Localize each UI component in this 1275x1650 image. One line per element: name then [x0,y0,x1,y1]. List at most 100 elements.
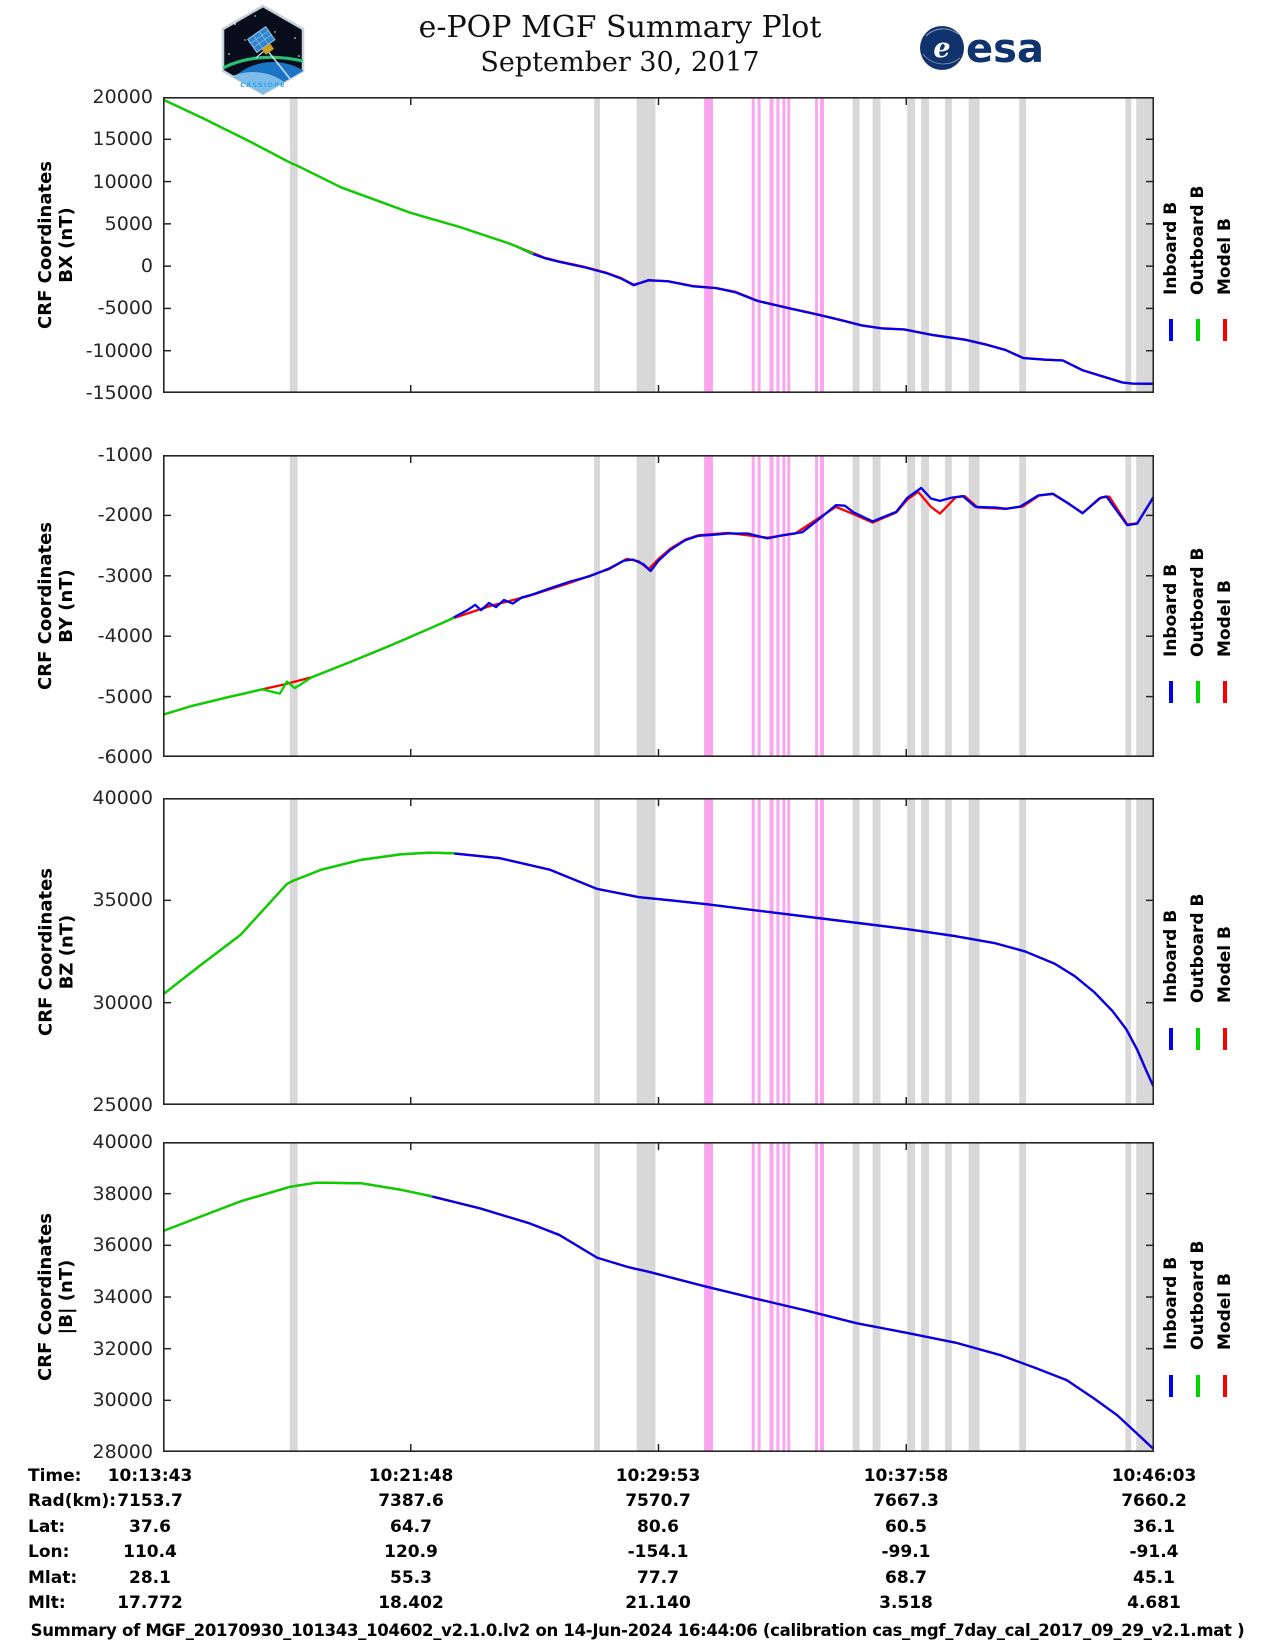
event-band-magenta [815,798,819,1105]
panel-by [163,455,1154,757]
legend-label-inboard: Inboard B [1161,201,1181,295]
y-tick-label-bmag: 40000 [92,1131,153,1153]
patch-aurora [223,55,303,70]
event-band-gray [636,798,656,1105]
axes-box-bz [163,798,1154,1105]
table-cell: 7153.7 [117,1491,183,1512]
y-tick-label-bx: -5000 [97,297,153,320]
event-band-gray [289,97,298,393]
esa-logo: e esa [918,22,1044,74]
legend-item-outboard: Outboard B [1188,859,1208,1050]
table-cell: 80.6 [637,1516,679,1537]
event-band-gray [944,97,952,393]
table-cell: 10:29:53 [615,1466,701,1486]
event-band-magenta [704,455,713,757]
table-cell: 37.6 [129,1516,171,1537]
y-axis-label-bx: CRF Coordinates BX (nT) [35,161,77,329]
legend-item-model: Model B [1215,1204,1235,1397]
event-band-magenta [757,1142,761,1452]
event-band-gray [1125,455,1132,757]
y-tick-label-by: -3000 [97,564,153,587]
legend-item-inboard: Inboard B [1161,859,1181,1050]
axis-ticks-bx [163,97,1154,393]
y-tick-label-bx: 15000 [92,128,153,151]
table-cell: 120.9 [384,1542,438,1563]
y-tick-label-bmag: 28000 [92,1441,153,1463]
table-row-label-mlt: Mlt: [28,1593,66,1613]
legend-bx: Inboard B Outboard B Model B [1161,156,1235,341]
legend-item-inboard: Inboard B [1161,1204,1181,1397]
event-band-magenta [776,455,780,757]
y-tick-label-bx: -10000 [85,339,153,362]
table-cell: 55.3 [390,1567,432,1588]
legend-by: Inboard B Outboard B Model B [1161,515,1235,703]
table-cell: 77.7 [637,1567,679,1588]
panel-bz [163,798,1154,1105]
event-band-magenta [787,1142,791,1452]
legend-marker-inboard [1169,1028,1173,1050]
legend-bmag: Inboard B Outboard B Model B [1161,1204,1235,1397]
table-cell: 28.1 [129,1567,171,1588]
event-band-gray [1136,798,1153,1105]
axes-box-bx [163,97,1154,393]
event-band-magenta [787,455,791,757]
event-band-gray [944,1142,952,1452]
legend-marker-outboard [1196,1375,1200,1397]
y-axis-label-bmag: CRF Coordinates |B| (nT) [35,1213,77,1381]
event-band-magenta [704,798,713,1105]
event-band-magenta [704,97,713,393]
figure-date: September 30, 2017 [480,47,760,78]
event-band-gray [1125,1142,1132,1452]
event-band-magenta [820,97,824,393]
event-band-magenta [776,798,780,1105]
y-tick-label-bx: 0 [140,255,153,278]
y-tick-label-by: -1000 [97,444,153,466]
event-band-gray [872,1142,881,1452]
table-cell: 10:46:03 [1111,1466,1197,1486]
series-outboard-bmag [163,1181,433,1233]
event-band-magenta [757,455,761,757]
event-band-gray [1125,798,1132,1105]
legend-marker-outboard [1196,681,1200,703]
event-band-gray [944,798,952,1105]
table-row-label-radkm: Rad(km): [28,1491,117,1512]
event-band-magenta [820,455,824,757]
event-band-gray [872,97,881,393]
legend-label-outboard: Outboard B [1188,185,1208,295]
table-cell: 17.772 [117,1593,183,1613]
legend-label-model: Model B [1215,1273,1235,1350]
event-band-magenta [776,97,780,393]
legend-label-model: Model B [1215,218,1235,295]
event-band-gray [907,798,916,1105]
legend-marker-model [1223,1028,1227,1050]
y-tick-label-bz: 40000 [92,787,153,809]
svg-text:e: e [933,33,950,64]
event-band-gray [289,455,298,757]
event-band-gray [968,455,980,757]
esa-globe-icon [920,26,964,70]
figure-title: e-POP MGF Summary Plot [418,10,822,45]
table-cell: 7660.2 [1121,1491,1187,1512]
table-cell: 7667.3 [873,1491,939,1512]
mission-patch-art: CASSIOPE [221,4,305,96]
table-cell: 68.7 [885,1567,927,1588]
legend-marker-outboard [1196,1028,1200,1050]
event-band-gray [594,455,600,757]
event-band-gray [968,798,980,1105]
event-band-gray [594,97,600,393]
event-band-gray [594,798,600,1105]
y-tick-label-bmag: 32000 [92,1337,153,1360]
table-cell: 18.402 [378,1593,444,1613]
series-outboard-by [163,616,455,716]
table-cell: 4.681 [1127,1593,1181,1613]
axis-ticks-bz [163,798,1154,1105]
plot-bmag [163,1142,1154,1452]
series-inboard-by [449,486,1154,621]
event-band-magenta [820,1142,824,1452]
table-cell: 7570.7 [625,1491,691,1512]
plot-bz [163,798,1154,1105]
y-tick-label-bmag: 36000 [92,1234,153,1257]
event-band-gray [921,455,929,757]
series-model-bz [163,851,1154,1089]
